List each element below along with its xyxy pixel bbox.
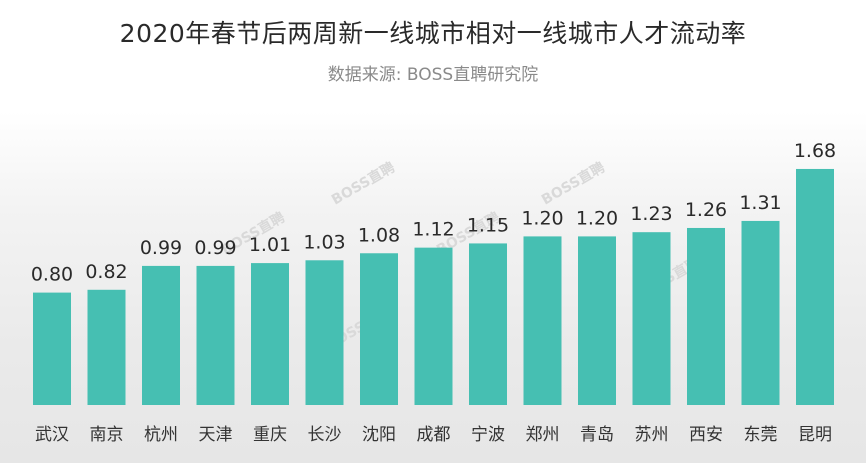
- value-label: 0.82: [85, 261, 127, 283]
- category-label: 郑州: [526, 425, 560, 445]
- bar-宁波: [469, 243, 507, 405]
- value-label: 1.20: [521, 207, 563, 229]
- category-label: 青岛: [580, 425, 614, 445]
- value-label: 0.99: [194, 237, 236, 259]
- value-label: 1.01: [249, 234, 291, 256]
- value-label: 1.03: [303, 231, 345, 253]
- category-label: 昆明: [798, 425, 832, 445]
- bar-天津: [197, 266, 235, 405]
- bar-青岛: [578, 236, 616, 405]
- value-label: 1.68: [794, 140, 836, 162]
- value-label: 1.23: [630, 203, 672, 225]
- category-label: 杭州: [144, 425, 178, 445]
- bar-苏州: [633, 232, 671, 405]
- bar-西安: [687, 228, 725, 405]
- category-label: 苏州: [635, 425, 669, 445]
- bar-沈阳: [360, 253, 398, 405]
- category-label: 成都: [417, 425, 451, 445]
- value-label: 1.12: [412, 219, 454, 241]
- bar-东莞: [742, 221, 780, 405]
- value-label: 1.15: [467, 214, 509, 236]
- value-label: 0.99: [140, 237, 182, 259]
- value-label: 1.31: [739, 192, 781, 214]
- category-label: 东莞: [744, 425, 778, 445]
- category-label: 南京: [90, 425, 124, 445]
- value-label: 1.08: [358, 224, 400, 246]
- category-label: 西安: [689, 425, 723, 445]
- category-label: 长沙: [308, 425, 342, 445]
- bar-昆明: [796, 169, 834, 405]
- category-label: 宁波: [471, 425, 505, 445]
- value-label: 0.80: [31, 264, 73, 286]
- category-label: 沈阳: [362, 425, 396, 445]
- value-label: 1.26: [685, 199, 727, 221]
- bar-长沙: [306, 260, 344, 405]
- bar-武汉: [33, 293, 71, 405]
- bar-杭州: [142, 266, 180, 405]
- category-label: 重庆: [253, 425, 287, 445]
- value-label: 1.20: [576, 207, 618, 229]
- watermark: BOSS直聘: [329, 159, 398, 209]
- watermark: BOSS直聘: [539, 159, 608, 209]
- category-label: 天津: [199, 425, 233, 445]
- category-label: 武汉: [35, 425, 69, 445]
- bar-重庆: [251, 263, 289, 405]
- bar-郑州: [524, 236, 562, 405]
- bar-南京: [88, 290, 126, 405]
- bar-成都: [415, 248, 453, 405]
